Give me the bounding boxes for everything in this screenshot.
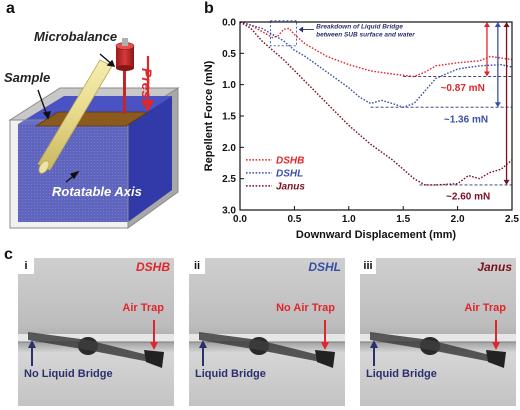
bridge-arrowhead bbox=[199, 340, 207, 348]
x-axis-label: Downward Displacement (mm) bbox=[296, 229, 456, 241]
force-arrow-1 bbox=[494, 22, 501, 108]
air-trap-label: Air Trap bbox=[464, 302, 506, 314]
photo-ii: ii DSHL No Air Trap Liquid Bridge bbox=[189, 258, 345, 406]
bridge-arrowhead bbox=[370, 340, 378, 348]
y-tick-label: 2.0 bbox=[222, 143, 236, 154]
liquid-bridge-label: Liquid Bridge bbox=[366, 368, 437, 380]
photo-iii: iii Janus Air Trap Liquid Bridge bbox=[360, 258, 516, 406]
axis-label: Rotatable Axis bbox=[52, 184, 142, 199]
press-label: Press bbox=[139, 68, 155, 107]
panel-b: b 0.0 0.5 1.0 1.5 2.0 2.5 0.0 0.5 1.0 1.5 2.0 2.5 3.… bbox=[196, 0, 520, 250]
photo-drawing bbox=[189, 320, 345, 368]
photo-i: i DSHB Air Trap No Liquid Bridge bbox=[18, 258, 174, 406]
air-arrowhead bbox=[321, 342, 329, 350]
sample-edge bbox=[28, 332, 160, 364]
y-tick-label: 2.5 bbox=[222, 174, 236, 185]
air-trap-label: Air Trap bbox=[122, 302, 164, 314]
panel-c: i DSHB Air Trap No Liquid Bridge ii DSHL No Ai… bbox=[18, 258, 516, 406]
sample-label: Sample bbox=[4, 70, 51, 85]
x-tick-label: 0.0 bbox=[233, 214, 247, 225]
y-axis-label: Repellent Force (mN) bbox=[203, 60, 215, 171]
probe-tip bbox=[315, 350, 335, 368]
legend-label-dshb: DSHB bbox=[276, 155, 304, 166]
y-tick-label: 1.5 bbox=[222, 112, 236, 123]
y-tick-label: 1.0 bbox=[222, 80, 236, 91]
panel-a: a Microbalance Press Sample Rotatable Ax… bbox=[0, 0, 200, 240]
x-tick-label: 1.5 bbox=[396, 214, 410, 225]
water-line bbox=[189, 334, 345, 342]
force-label-2: ~2.60 mN bbox=[446, 191, 490, 202]
y-tick-label: 0.5 bbox=[222, 49, 236, 60]
photo-index-i: i bbox=[18, 258, 34, 274]
legend-label-janus: Janus bbox=[276, 181, 305, 192]
x-tick-label: 2.0 bbox=[451, 214, 465, 225]
water-line bbox=[18, 334, 174, 342]
microbalance-probe bbox=[115, 38, 135, 114]
breakdown-annotation-line2: between SUB surface and water bbox=[316, 31, 415, 38]
x-tick-label: 1.0 bbox=[342, 214, 356, 225]
force-arrow-0 bbox=[483, 22, 490, 77]
series-line-janus bbox=[239, 21, 513, 186]
bridge-arrowhead bbox=[28, 340, 36, 348]
probe-tip bbox=[486, 350, 506, 368]
photo-drawing bbox=[360, 320, 516, 368]
rotatable-axis-rod bbox=[37, 59, 113, 174]
legend-label-dshl: DSHL bbox=[276, 168, 303, 179]
force-displacement-chart: 0.0 0.5 1.0 1.5 2.0 2.5 0.0 0.5 1.0 1.5 2.0 2.5 3.0 D… bbox=[203, 18, 519, 242]
air-trap-label: No Air Trap bbox=[276, 302, 335, 314]
sample-edge bbox=[370, 332, 502, 364]
photo-index-iii: iii bbox=[360, 258, 376, 274]
water-side bbox=[128, 96, 172, 222]
photo-material-label: Janus bbox=[477, 260, 512, 274]
liquid-bridge-label: No Liquid Bridge bbox=[24, 368, 113, 380]
apparatus-illustration bbox=[8, 38, 180, 229]
breakdown-arrowhead bbox=[298, 26, 304, 33]
photo-index-ii: ii bbox=[189, 258, 205, 274]
panel-b-label: b bbox=[204, 0, 214, 17]
x-tick-label: 0.5 bbox=[287, 214, 301, 225]
panel-a-label: a bbox=[6, 0, 15, 17]
series-line-dshb bbox=[239, 21, 513, 78]
x-tick-label: 2.5 bbox=[505, 214, 519, 225]
photo-material-label: DSHL bbox=[308, 260, 341, 274]
air-arrowhead bbox=[492, 342, 500, 350]
force-label-1: ~1.36 mN bbox=[444, 114, 488, 125]
sample-edge bbox=[199, 332, 331, 364]
force-label-0: ~0.87 mN bbox=[441, 83, 485, 94]
water-line bbox=[360, 334, 516, 342]
y-tick-label: 3.0 bbox=[222, 206, 236, 217]
probe-tip bbox=[144, 350, 164, 368]
photo-drawing bbox=[18, 320, 174, 368]
force-arrow-2 bbox=[503, 22, 510, 185]
y-tick-label: 0.0 bbox=[222, 18, 236, 29]
panel-c-label: c bbox=[4, 246, 13, 263]
press-arrow bbox=[142, 56, 154, 112]
microbalance-label: Microbalance bbox=[34, 29, 118, 44]
breakdown-annotation-line1: Breakdown of Liquid Bridge bbox=[316, 23, 403, 30]
liquid-bridge-label: Liquid Bridge bbox=[195, 368, 266, 380]
photo-material-label: DSHB bbox=[135, 260, 170, 274]
air-arrowhead bbox=[150, 342, 158, 350]
series-line-dshl bbox=[239, 21, 513, 108]
pointer-arrows bbox=[37, 53, 116, 183]
